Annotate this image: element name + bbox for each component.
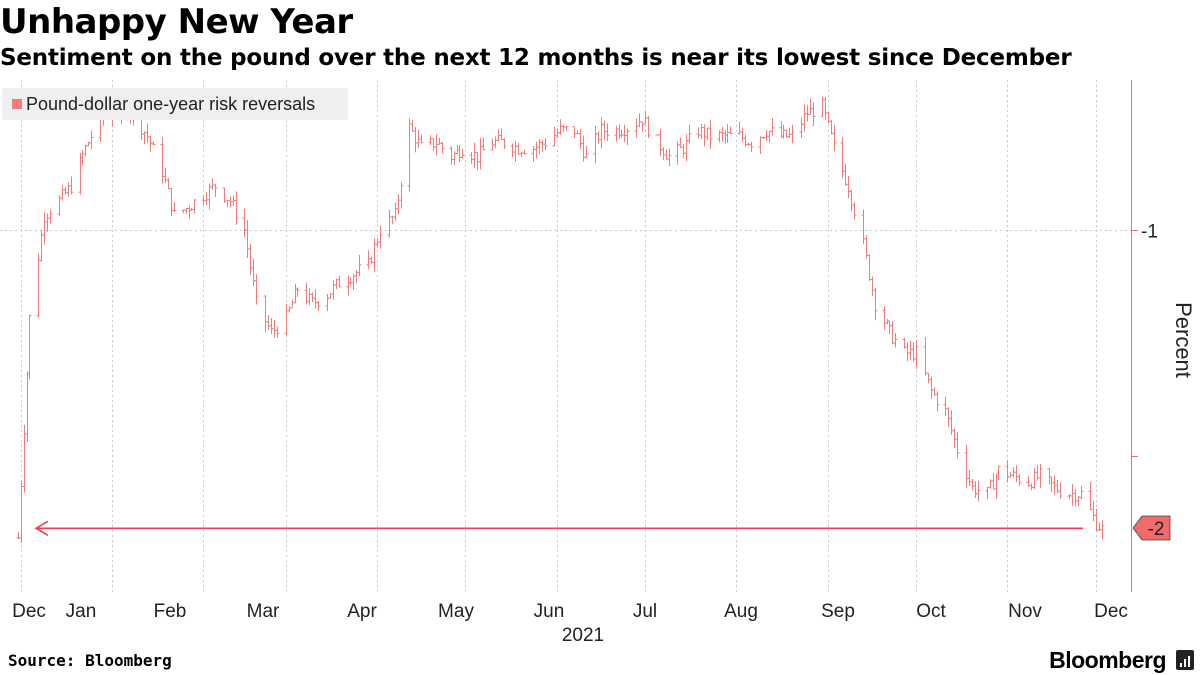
legend-swatch xyxy=(12,99,22,109)
x-tick-label: Dec xyxy=(12,601,46,622)
x-year-label: 2021 xyxy=(562,625,604,646)
last-value-badge xyxy=(1132,515,1171,541)
last-value-label: -2 xyxy=(1148,519,1165,540)
y-axis-label: Percent xyxy=(1171,302,1196,378)
source-note: Source: Bloomberg xyxy=(8,651,172,670)
bar-chart-icon xyxy=(1176,650,1194,670)
x-tick-label: Jun xyxy=(534,601,565,622)
x-tick-label: Sep xyxy=(821,601,855,622)
y-tick-label: -1 xyxy=(1141,222,1158,243)
axis-layer: Dec Jan Feb Mar Apr May Jun Jul Aug Sep Oct Nov Dec 2… xyxy=(12,80,1196,646)
chart-title: Unhappy New Year xyxy=(0,2,353,42)
grid-layer xyxy=(0,80,1131,592)
x-tick-label: Mar xyxy=(247,601,280,622)
x-tick-label: Nov xyxy=(1008,601,1042,622)
x-tick-label: Apr xyxy=(347,601,377,622)
brand-logo: Bloomberg xyxy=(1049,647,1166,673)
x-tick-label: Feb xyxy=(154,601,187,622)
x-tick-label: Oct xyxy=(916,601,946,622)
legend-label: Pound-dollar one-year risk reversals xyxy=(26,93,316,114)
series-layer xyxy=(16,90,1105,543)
x-tick-label: Jul xyxy=(633,601,657,622)
annotation-arrowhead xyxy=(34,520,49,537)
x-tick-label: May xyxy=(438,601,474,622)
x-tick-label: Jan xyxy=(66,601,97,622)
x-tick-label: Dec xyxy=(1094,601,1128,622)
x-tick-label: Aug xyxy=(724,601,758,622)
annotation-layer: -2 xyxy=(34,515,1171,541)
legend: Pound-dollar one-year risk reversals xyxy=(2,88,348,120)
chart-subtitle: Sentiment on the pound over the next 12 … xyxy=(0,45,1072,71)
